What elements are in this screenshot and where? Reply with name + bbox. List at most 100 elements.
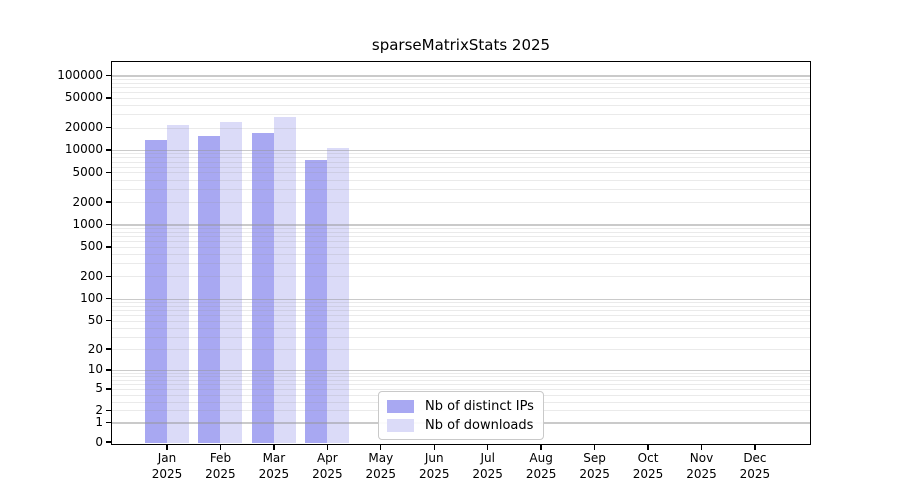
gridline-minor-9	[112, 372, 810, 374]
y-tick-20000	[106, 126, 112, 129]
y-tick-50000	[106, 97, 112, 99]
x-tick-month-jun: Jun	[424, 451, 444, 465]
gridline-minor-8000	[112, 157, 810, 159]
bar-nb-of-distinct-ips-apr	[305, 159, 328, 444]
y-tick-label-20000: 20000	[64, 120, 103, 135]
y-tick-0	[106, 441, 112, 443]
legend-label-distinct-ips: Nb of distinct IPs	[425, 398, 534, 414]
x-tick-sep	[593, 443, 596, 450]
x-tick-year-sep: 2025	[579, 466, 610, 481]
gridline-minor-20	[112, 349, 810, 351]
gridline-minor-60	[112, 314, 810, 316]
y-tick-label-50000: 50000	[64, 90, 103, 105]
y-tick-1000	[106, 223, 112, 226]
y-tick-label-5000: 5000	[72, 164, 103, 179]
x-tick-year-oct: 2025	[632, 466, 664, 481]
gridline-major-100	[112, 298, 810, 300]
gridline-minor-50	[112, 320, 810, 322]
gridline-minor-5000	[112, 172, 810, 174]
gridline-minor-400	[112, 254, 810, 256]
gridline-minor-9000	[112, 153, 810, 155]
x-tick-oct	[647, 443, 649, 450]
x-tick-nov	[700, 443, 703, 450]
y-tick-label-20: 20	[87, 341, 103, 356]
gridline-minor-6000	[112, 166, 810, 168]
bar-nb-of-downloads-mar	[273, 117, 296, 444]
gridline-major-100000	[112, 75, 810, 77]
x-tick-may	[380, 443, 382, 450]
x-tick-year-mar: 2025	[258, 466, 290, 481]
gridline-minor-80	[112, 305, 810, 307]
gridline-minor-30000	[112, 114, 810, 116]
gridline-minor-3000	[112, 188, 810, 190]
bar-nb-of-distinct-ips-mar	[251, 133, 274, 444]
gridline-minor-7	[112, 379, 810, 381]
chart-title: sparseMatrixStats 2025	[371, 36, 551, 54]
y-tick-100000	[106, 74, 112, 77]
y-tick-500	[106, 246, 112, 248]
gridline-minor-40	[112, 327, 810, 329]
x-tick-month-mar: Mar	[262, 451, 286, 465]
x-tick-dec	[754, 443, 756, 450]
gridline-major-10000	[112, 149, 810, 152]
gridline-minor-60000	[112, 92, 810, 94]
y-tick-label-5: 5	[95, 381, 103, 396]
x-tick-feb	[219, 443, 222, 450]
y-tick-200	[106, 275, 112, 278]
gridline-minor-7000	[112, 161, 810, 163]
x-tick-year-jan: 2025	[151, 466, 183, 481]
y-tick-label-1000: 1000	[72, 216, 103, 231]
gridline-major-1000	[112, 224, 810, 226]
legend-swatch-distinct-ips	[387, 399, 414, 413]
x-tick-month-feb: Feb	[209, 451, 232, 465]
x-tick-mar	[273, 443, 275, 450]
y-tick-20	[106, 348, 112, 350]
y-tick-label-100000: 100000	[57, 67, 103, 82]
x-tick-label-mar: Mar 2025	[247, 451, 301, 482]
y-tick-5000	[106, 171, 112, 174]
y-tick-2000	[106, 201, 112, 203]
gridline-minor-800	[112, 231, 810, 233]
y-tick-2	[106, 409, 112, 412]
gridline-minor-70000	[112, 87, 810, 89]
y-tick-label-10000: 10000	[64, 142, 103, 157]
y-tick-1	[106, 421, 112, 424]
x-tick-month-sep: Sep	[583, 451, 606, 465]
gridline-minor-200	[112, 276, 810, 278]
gridline-minor-70	[112, 309, 810, 311]
gridline-minor-600	[112, 240, 810, 242]
gridline-minor-500	[112, 246, 810, 248]
x-tick-month-aug: Aug	[529, 451, 553, 465]
gridline-minor-90	[112, 301, 810, 303]
gridline-major-10	[112, 369, 810, 372]
gridline-minor-5	[112, 388, 810, 390]
x-tick-label-nov: Nov 2025	[675, 451, 729, 482]
x-tick-label-oct: Oct 2025	[621, 451, 675, 482]
bar-nb-of-downloads-jan	[167, 124, 189, 444]
y-tick-label-200: 200	[80, 268, 103, 283]
x-tick-label-jan: Jan 2025	[140, 451, 194, 482]
legend-item-downloads: Nb of downloads	[387, 417, 533, 433]
y-tick-label-2000: 2000	[72, 194, 103, 209]
gridline-minor-30	[112, 336, 810, 338]
plot-area	[111, 61, 811, 445]
gridline-minor-50000	[112, 97, 810, 99]
x-tick-label-dec: Dec 2025	[728, 451, 782, 482]
y-tick-10000	[106, 149, 112, 151]
gridline-minor-20000	[112, 127, 810, 129]
gridline-minor-8	[112, 376, 810, 378]
y-tick-label-50: 50	[87, 313, 103, 328]
gridline-minor-90000	[112, 78, 810, 80]
x-tick-year-aug: 2025	[525, 466, 557, 481]
x-tick-label-sep: Sep 2025	[568, 451, 622, 482]
y-tick-label-100: 100	[80, 291, 103, 306]
y-tick-label-500: 500	[80, 239, 103, 254]
x-tick-month-jan: Jan	[157, 451, 177, 465]
y-tick-label-1: 1	[95, 414, 103, 429]
legend-label-downloads: Nb of downloads	[425, 417, 534, 433]
gridline-minor-300	[112, 263, 810, 265]
x-tick-month-jul: Jul	[480, 451, 495, 465]
x-tick-year-may: 2025	[365, 466, 397, 481]
y-tick-50	[106, 319, 112, 322]
